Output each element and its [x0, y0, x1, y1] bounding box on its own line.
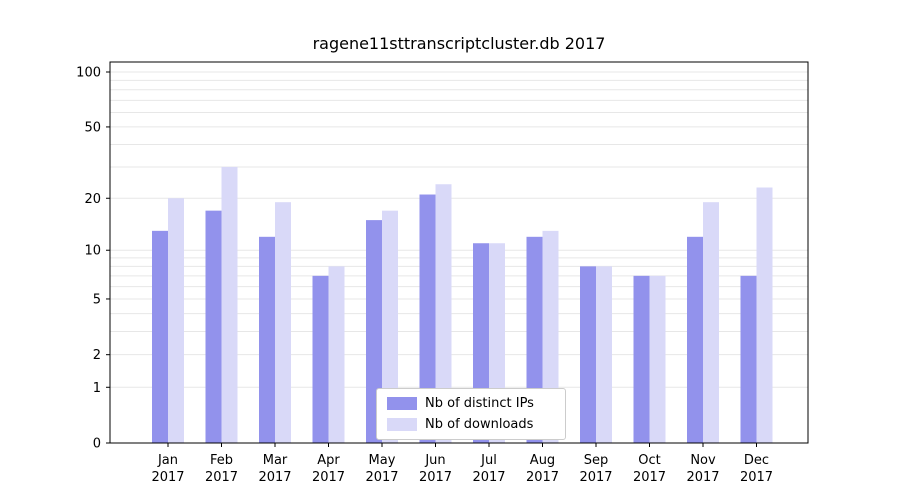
plot-border — [109, 61, 809, 444]
xtick-label-year-Oct: 2017 — [633, 470, 666, 485]
xtick-label-year-May: 2017 — [365, 470, 398, 485]
bar-distinct-ips-Dec — [740, 275, 757, 443]
ytick-label-100: 100 — [76, 66, 101, 81]
xtick-label-month-Mar: Mar — [263, 453, 288, 468]
xtick-label-month-Oct: Oct — [638, 453, 660, 468]
bar-distinct-ips-Nov — [687, 236, 703, 443]
xtick-label-month-Feb: Feb — [210, 453, 233, 468]
bar-downloads-Sep — [596, 266, 612, 443]
bar-downloads-Dec — [756, 187, 773, 443]
xtick-label-year-Aug: 2017 — [526, 470, 559, 485]
bar-distinct-ips-Jan — [152, 230, 168, 443]
xtick-label-month-Jan: Jan — [157, 453, 178, 468]
legend-swatch-distinct-ips — [387, 397, 417, 410]
bar-downloads-Oct — [649, 275, 666, 443]
ytick-label-2: 2 — [93, 348, 101, 363]
legend-swatch-downloads — [387, 418, 417, 431]
xtick-label-year-Sep: 2017 — [579, 470, 612, 485]
bar-downloads-May — [382, 210, 398, 443]
xtick-label-year-Dec: 2017 — [740, 470, 773, 485]
xtick-label-month-Jun: Jun — [424, 453, 445, 468]
bar-downloads-Nov — [703, 202, 719, 443]
legend-label-downloads: Nb of downloads — [425, 417, 534, 432]
bar-distinct-ips-Sep — [580, 266, 596, 443]
bar-distinct-ips-May — [366, 220, 382, 443]
xtick-label-year-Mar: 2017 — [258, 470, 291, 485]
bar-downloads-Jun — [435, 184, 452, 444]
legend-item-distinct-ips: Nb of distinct IPs — [387, 396, 555, 411]
xtick-label-year-Apr: 2017 — [312, 470, 345, 485]
bar-distinct-ips-Jun — [419, 194, 436, 443]
ytick-label-50: 50 — [84, 120, 101, 135]
xtick-label-month-Aug: Aug — [530, 453, 555, 468]
legend: Nb of distinct IPs Nb of downloads — [376, 388, 566, 440]
ytick-label-0: 0 — [93, 437, 101, 452]
xtick-label-year-Jun: 2017 — [419, 470, 452, 485]
legend-label-distinct-ips: Nb of distinct IPs — [425, 396, 534, 411]
bar-distinct-ips-Feb — [205, 210, 222, 443]
ytick-label-1: 1 — [93, 381, 101, 396]
ytick-label-10: 10 — [84, 244, 101, 259]
chart-title: ragene11sttranscriptcluster.db 2017 — [312, 34, 606, 53]
bar-distinct-ips-Oct — [633, 275, 650, 443]
xtick-label-month-Sep: Sep — [584, 453, 609, 468]
ytick-label-20: 20 — [84, 192, 101, 207]
legend-item-downloads: Nb of downloads — [387, 417, 555, 432]
xtick-label-month-Dec: Dec — [744, 453, 769, 468]
xtick-label-month-Apr: Apr — [317, 453, 340, 468]
xtick-label-month-Jul: Jul — [480, 453, 497, 468]
bar-distinct-ips-Mar — [259, 236, 275, 443]
bar-downloads-Jan — [168, 198, 184, 443]
xtick-label-month-May: May — [369, 453, 396, 468]
xtick-label-year-Nov: 2017 — [686, 470, 719, 485]
xtick-label-year-Jul: 2017 — [472, 470, 505, 485]
bar-distinct-ips-Apr — [312, 275, 329, 443]
xtick-label-month-Nov: Nov — [690, 453, 716, 468]
xtick-label-year-Jan: 2017 — [151, 470, 184, 485]
bar-downloads-Mar — [275, 202, 291, 443]
bar-downloads-Feb — [221, 166, 238, 444]
xtick-label-year-Feb: 2017 — [205, 470, 238, 485]
ytick-label-5: 5 — [93, 292, 101, 307]
bar-downloads-Apr — [328, 266, 345, 443]
